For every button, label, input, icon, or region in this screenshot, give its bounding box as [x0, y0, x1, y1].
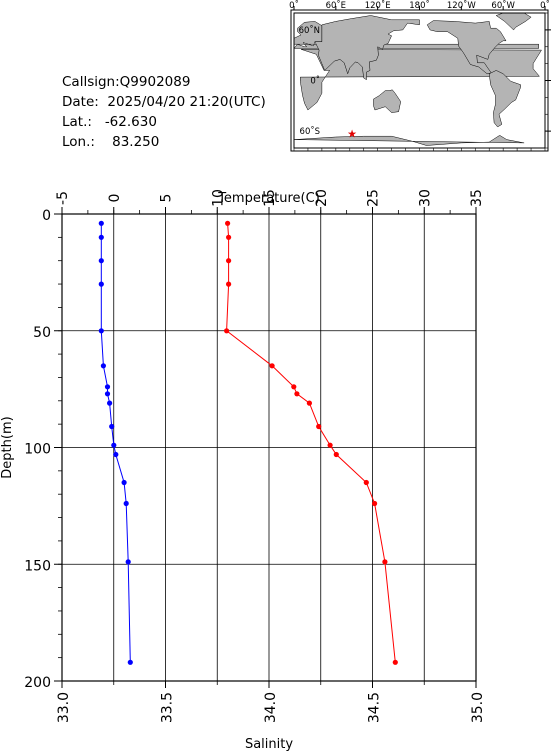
- depth-tick-label: 200: [24, 675, 51, 691]
- salinity-point: [107, 400, 113, 406]
- temperature-point: [382, 559, 388, 565]
- salinity-point: [104, 384, 111, 390]
- temperature-tick-label: -5: [55, 191, 71, 205]
- temperature-point: [316, 423, 322, 430]
- temperature-point: [372, 500, 378, 507]
- temperature-point: [226, 281, 232, 287]
- salinity-tick-label: 33.5: [160, 692, 176, 723]
- temperature-point: [392, 659, 398, 665]
- depth-axis-label: Depth(m): [0, 416, 15, 478]
- map-lon-label: 60˚W: [491, 0, 515, 11]
- temperature-point: [294, 391, 300, 397]
- temperature-point: [327, 442, 333, 448]
- map-lon-label: 0˚: [289, 0, 299, 11]
- temperature-point: [226, 258, 232, 264]
- salinity-point: [98, 281, 104, 287]
- date-line: Date: 2025/04/20 21:20(UTC): [62, 92, 266, 112]
- temperature-point: [363, 479, 369, 486]
- salinity-axis-label: Salinity: [245, 737, 293, 751]
- salinity-point: [109, 423, 115, 430]
- temperature-tick-label: 35: [469, 189, 485, 207]
- lat-value: -62.630: [104, 114, 157, 130]
- salinity-point: [100, 363, 106, 369]
- map-lon-label: 180˚: [409, 0, 429, 11]
- salinity-profile-line: [100, 223, 131, 663]
- depth-tick-label: 100: [24, 442, 51, 458]
- temperature-point: [333, 451, 339, 458]
- map-lon-label: 60˚E: [326, 0, 346, 11]
- callsign-line: Callsign:Q9902089: [62, 72, 266, 92]
- salinity-point: [98, 234, 104, 240]
- map-lat-label: 60˚N: [299, 25, 320, 36]
- map-land-south-america: [488, 70, 521, 128]
- map-land-australia: [373, 89, 401, 113]
- temperature-point: [269, 363, 275, 369]
- temperature-tick-label: 10: [210, 189, 226, 207]
- salinity-point: [111, 442, 117, 448]
- map-lon-label: 120˚W: [447, 0, 476, 11]
- temperature-point: [291, 384, 297, 390]
- date-label: Date:: [62, 94, 99, 110]
- temperature-tick-label: 20: [314, 189, 330, 207]
- temperature-point: [225, 220, 231, 226]
- salinity-point: [127, 659, 133, 665]
- salinity-tick-label: 34.5: [367, 692, 383, 723]
- salinity-point: [98, 220, 104, 226]
- callsign-label: Callsign:: [62, 74, 120, 90]
- temperature-point: [226, 234, 232, 240]
- lat-label: Lat.:: [62, 114, 92, 130]
- depth-tick-label: 0: [42, 208, 51, 224]
- salinity-point: [98, 258, 104, 264]
- callsign-value: Q9902089: [119, 74, 191, 90]
- lon-label: Lon.:: [62, 134, 95, 150]
- station-marker-star: ★: [347, 127, 357, 140]
- salinity-point: [113, 451, 119, 458]
- temperature-point: [306, 400, 312, 406]
- temperature-tick-label: 5: [159, 194, 175, 203]
- salinity-point: [123, 500, 129, 507]
- lon-value: 83.250: [112, 134, 160, 150]
- map-land-antarctica: [293, 135, 525, 148]
- temperature-point: [224, 328, 230, 334]
- lat-line: Lat.: -62.630: [62, 112, 266, 132]
- salinity-tick-label: 35.0: [470, 692, 486, 723]
- salinity-point: [121, 479, 127, 486]
- temperature-tick-label: 0: [107, 194, 123, 203]
- temperature-tick-label: 15: [262, 189, 278, 207]
- temperature-tick-label: 30: [417, 189, 433, 207]
- map-lon-label: 0˚: [540, 0, 550, 11]
- map-land-asia: [314, 15, 420, 81]
- station-info: Callsign:Q9902089 Date: 2025/04/20 21:20…: [62, 72, 266, 152]
- map-land-north-america: [426, 20, 507, 75]
- map-lat-label: 60˚S: [300, 126, 320, 137]
- depth-tick-label: 150: [24, 558, 51, 574]
- map-lon-label: 120˚E: [365, 0, 391, 11]
- salinity-tick-label: 34.0: [263, 692, 279, 723]
- salinity-point: [104, 391, 111, 397]
- map-lat-label: 0˚: [310, 76, 320, 87]
- date-value: 2025/04/20 21:20(UTC): [107, 94, 266, 110]
- salinity-point: [98, 328, 104, 334]
- salinity-point: [125, 559, 131, 565]
- temperature-profile-line: [226, 223, 396, 663]
- temperature-axis-label: Temperature(C): [217, 191, 320, 206]
- lon-line: Lon.: 83.250: [62, 132, 266, 152]
- salinity-tick-label: 33.0: [56, 692, 72, 723]
- depth-tick-label: 50: [33, 325, 51, 341]
- temperature-tick-label: 25: [366, 189, 382, 207]
